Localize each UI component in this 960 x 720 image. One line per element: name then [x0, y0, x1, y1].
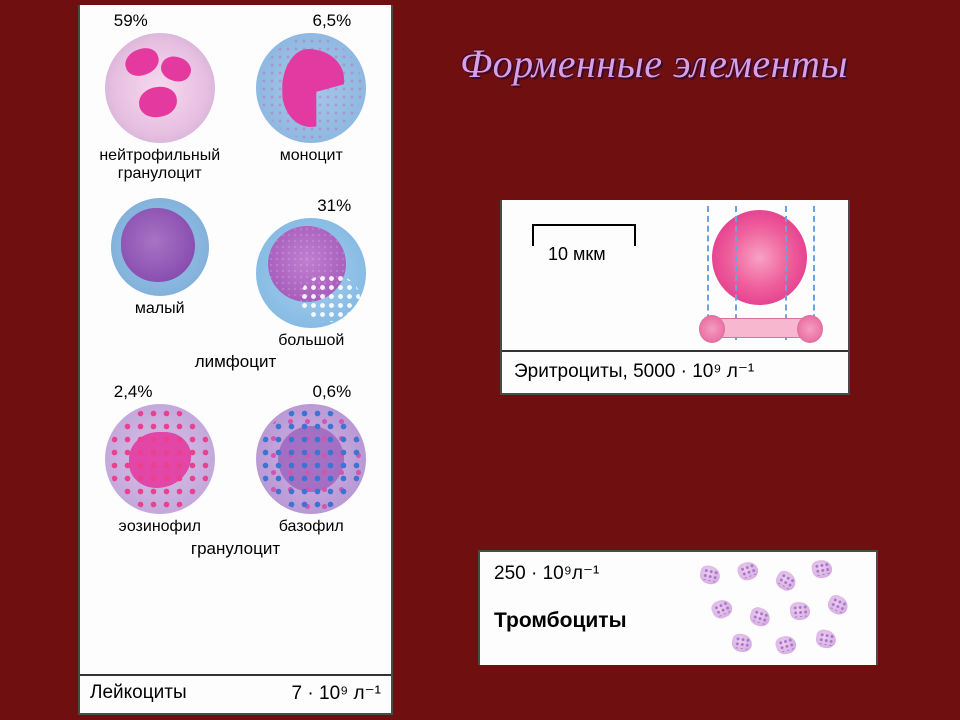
platelet-icon	[774, 634, 798, 657]
scale-text: 10 мкм	[548, 244, 606, 265]
basophil-label: базофил	[241, 518, 381, 536]
small-lymph-label: малый	[90, 300, 230, 318]
eosinophil-block: 2,4% эозинофил	[90, 382, 230, 536]
small-lymphocyte-cell	[111, 198, 209, 296]
lymphocyte-group-label: лимфоцит	[80, 352, 391, 372]
platelet-icon	[731, 633, 753, 654]
page-title: Форменные элементы	[460, 40, 848, 87]
erythrocytes-panel: 10 мкм Эритроциты, 5000 · 10⁹ л⁻¹	[500, 200, 850, 395]
large-lymph-pct: 31%	[241, 196, 381, 216]
large-lymphocyte-cell	[256, 218, 366, 328]
monocyte-pct: 6,5%	[241, 11, 381, 31]
neutrophil-pct: 59%	[90, 11, 230, 31]
erythrocytes-diagram: 10 мкм	[502, 200, 848, 352]
scale-bar	[532, 224, 636, 246]
erythrocyte-top-view	[712, 210, 807, 305]
erythrocytes-footer: Эритроциты, 5000 · 10⁹ л⁻¹	[502, 352, 848, 391]
large-lymph-label: большой	[241, 332, 381, 350]
thrombocytes-panel: 250 · 10⁹л⁻¹ Тромбоциты	[478, 550, 878, 665]
row-neutrophil-monocyte: 59% нейтрофильный гранулоцит 6,5% моноци…	[80, 5, 391, 184]
monocyte-block: 6,5% моноцит	[241, 11, 381, 184]
eosinophil-label: эозинофил	[90, 518, 230, 536]
erythrocyte-side-view	[704, 318, 818, 338]
thrombocytes-value: 250 · 10⁹л⁻¹	[494, 562, 862, 585]
row-eosin-baso: 2,4% эозинофил 0,6% базофил	[80, 376, 391, 536]
monocyte-cell	[256, 33, 366, 143]
neutrophil-block: 59% нейтрофильный гранулоцит	[90, 11, 230, 184]
basophil-cell	[256, 404, 366, 514]
basophil-pct: 0,6%	[241, 382, 381, 402]
small-lymph-block: малый	[90, 196, 230, 350]
granulocyte-group-label: гранулоцит	[80, 539, 391, 559]
leukocytes-footer-label: Лейкоциты	[90, 682, 187, 705]
monocyte-label: моноцит	[241, 147, 381, 165]
eosinophil-pct: 2,4%	[90, 382, 230, 402]
neutrophil-label: нейтрофильный гранулоцит	[90, 147, 230, 184]
basophil-block: 0,6% базофил	[241, 382, 381, 536]
leukocytes-panel: 59% нейтрофильный гранулоцит 6,5% моноци…	[78, 5, 393, 715]
large-lymph-block: 31% большой	[241, 196, 381, 350]
row-lymphocytes: малый 31% большой	[80, 190, 391, 350]
neutrophil-cell	[105, 33, 215, 143]
leukocytes-footer: Лейкоциты 7 · 10⁹ л⁻¹	[80, 674, 391, 713]
eosinophil-cell	[105, 404, 215, 514]
leukocytes-footer-value: 7 · 10⁹ л⁻¹	[292, 682, 381, 705]
